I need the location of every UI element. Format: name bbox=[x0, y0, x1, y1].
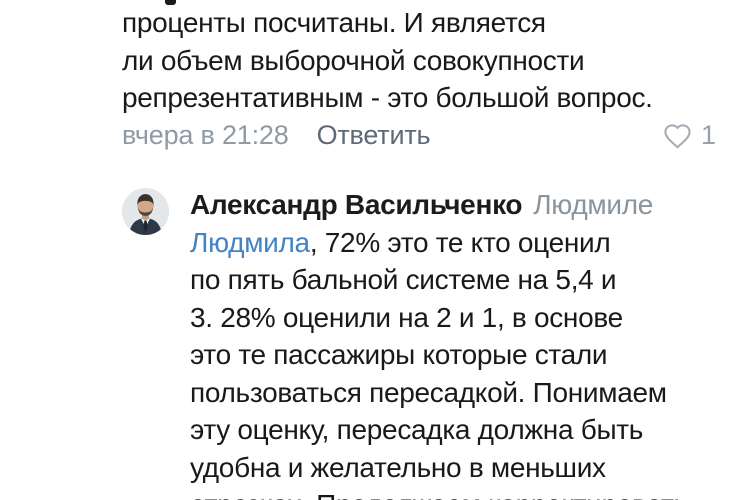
heart-icon bbox=[664, 123, 691, 149]
comment-text: проценты посчитаны. И является ли объем … bbox=[122, 4, 653, 117]
comment-text-line: проценты посчитаны. И является bbox=[122, 7, 546, 38]
like-count: 1 bbox=[701, 119, 716, 150]
like-control[interactable]: 1 bbox=[662, 119, 716, 151]
author-name[interactable]: Александр Васильченко bbox=[190, 189, 523, 220]
reply-text-after-mention: , 72% это те кто оценил bbox=[309, 226, 611, 258]
reply-text-line: эту оценку, пересадка должна быть bbox=[190, 414, 644, 445]
clipped-text-fragment bbox=[165, 0, 176, 5]
comment-timestamp[interactable]: вчера в 21:28 bbox=[122, 120, 289, 150]
reply-text-line: пользоваться пересадкой. Понимаем bbox=[190, 376, 667, 408]
reply-text-line: Людмила, 72% это те кто оценил bbox=[190, 224, 735, 262]
reply-text: Александр Васильченко Людмиле Людмила, 72… bbox=[190, 186, 735, 500]
comment-text-line: репрезентативным - это большой вопрос. bbox=[122, 82, 653, 113]
reply-header: Александр Васильченко Людмиле bbox=[190, 186, 735, 224]
reply-text-line: по пять бальной системе на 5,4 и bbox=[190, 264, 617, 295]
avatar-photo-icon bbox=[122, 188, 169, 235]
reply-text-line: 3. 28% оценили на 2 и 1, в основе bbox=[190, 301, 623, 333]
reply-button[interactable]: Ответить bbox=[316, 120, 431, 150]
reply-text-line: это те пассажиры которые стали bbox=[190, 339, 608, 370]
comment-meta-row: вчера в 21:28 Ответить bbox=[122, 120, 431, 150]
reply-text-line: удобна и желательно в меньших bbox=[190, 451, 606, 483]
reply-to-link[interactable]: Людмиле bbox=[533, 189, 654, 220]
comment-text-line: ли объем выборочной совокупности bbox=[122, 44, 585, 76]
mention-link[interactable]: Людмила bbox=[190, 226, 310, 258]
reply-text-line-clipped: отрезках. Продолжаем корректировать bbox=[190, 486, 735, 500]
avatar[interactable] bbox=[122, 188, 169, 235]
